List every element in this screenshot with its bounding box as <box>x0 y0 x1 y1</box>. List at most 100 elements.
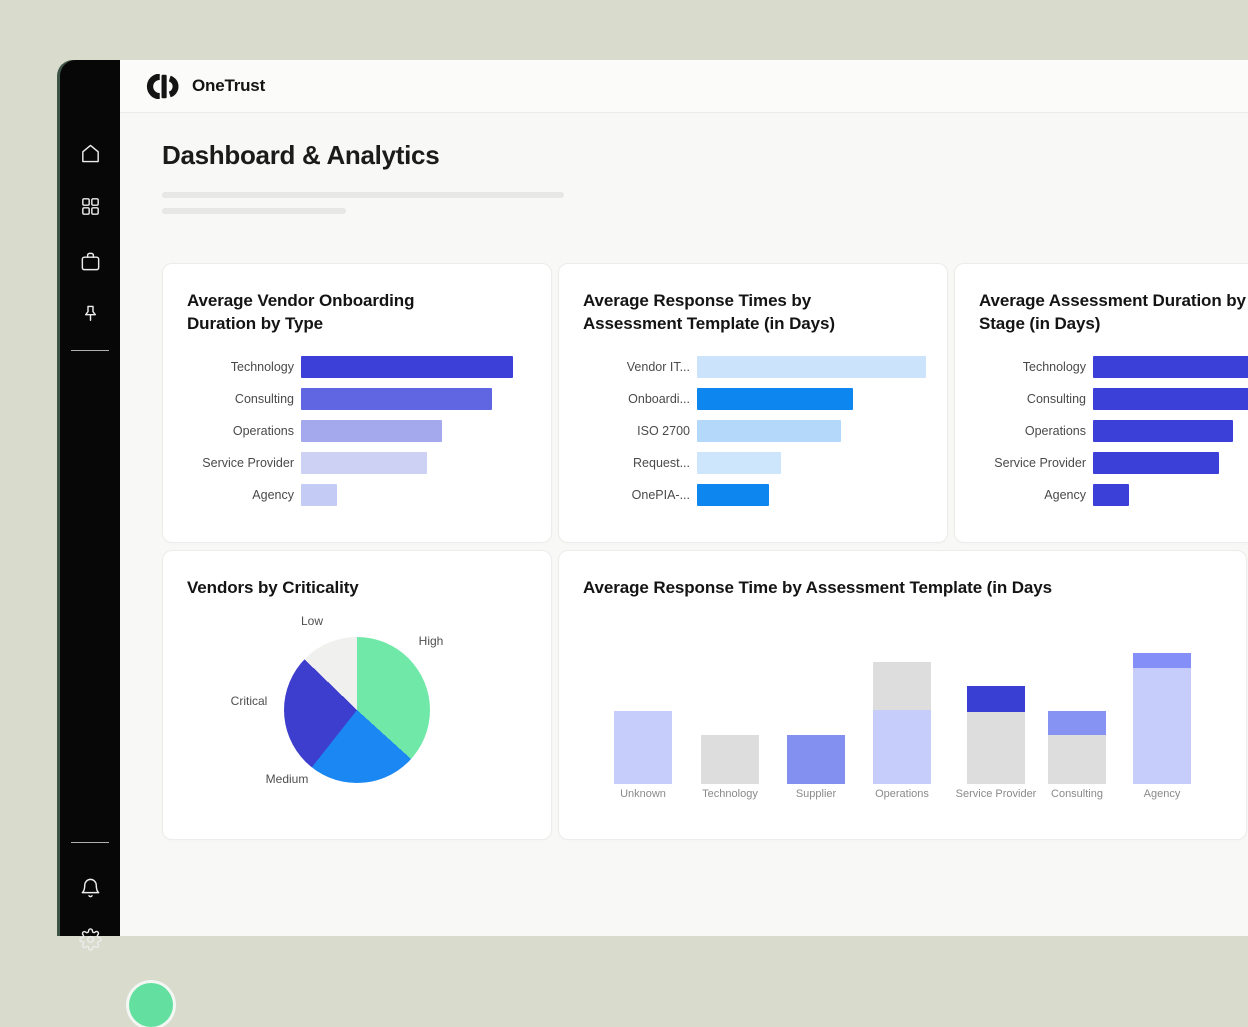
chart-card-vendor-onboarding: Average Vendor Onboarding Duration by Ty… <box>162 263 552 543</box>
bar-row: Operations <box>979 420 1248 442</box>
bar <box>301 356 513 378</box>
stacked-bar <box>1048 711 1106 784</box>
skeleton-line <box>162 192 564 198</box>
bell-icon <box>81 878 99 897</box>
bar-row: Technology <box>187 356 551 378</box>
bar <box>1093 484 1129 506</box>
bar-row: ISO 2700 <box>583 420 947 442</box>
chart-card-response-times: Average Response Times by Assessment Tem… <box>558 263 948 543</box>
hbar-chart-response-times: Vendor IT... Onboardi... ISO 2700 Request..… <box>583 356 947 516</box>
stacked-bar <box>701 735 759 784</box>
bar-label: Operations <box>232 424 294 438</box>
bar <box>1093 420 1233 442</box>
app-header: OneTrust <box>120 60 1248 113</box>
pin-icon <box>84 305 96 321</box>
stacked-bar-label: Technology <box>702 788 758 800</box>
bar <box>697 388 853 410</box>
onetrust-logo[interactable]: OneTrust <box>145 73 266 99</box>
bar <box>301 484 337 506</box>
pie-slice-label: Low <box>300 614 324 628</box>
stacked-bar-segment <box>1048 735 1106 784</box>
bar-label: Agency <box>1044 488 1086 502</box>
stacked-bar-label: Service Provider <box>955 788 1037 800</box>
stacked-bar <box>787 735 845 784</box>
stacked-bar-segment <box>967 686 1025 712</box>
stacked-bar <box>614 711 672 784</box>
bar-label: Consulting <box>234 392 294 406</box>
bar <box>697 452 781 474</box>
chart-title: Average Assessment Duration by Stage (in… <box>979 291 1246 333</box>
user-avatar[interactable] <box>129 983 173 1027</box>
bar-row: Onboardi... <box>583 388 947 410</box>
bar-label: Onboardi... <box>628 392 690 406</box>
stacked-bar-segment <box>614 711 672 784</box>
bar-label: Consulting <box>1026 392 1086 406</box>
stacked-bar-label: Unknown <box>620 788 666 800</box>
bar-label: Service Provider <box>994 456 1086 470</box>
bar <box>1093 452 1219 474</box>
bar <box>1093 388 1248 410</box>
bar-label: Technology <box>1022 360 1086 374</box>
stacked-bar-label: Agency <box>1143 788 1181 800</box>
chart-title: Vendors by Criticality <box>187 578 359 597</box>
bar-label: OnePIA-... <box>631 488 690 502</box>
chart-title: Average Vendor Onboarding Duration by Ty… <box>187 291 415 333</box>
sidebar <box>60 60 173 1027</box>
chart-card-vendors-by-criticality: Vendors by Criticality Low High Medium Crit… <box>162 550 552 840</box>
stacked-bar <box>967 686 1025 784</box>
bar <box>697 484 769 506</box>
pie-chart-criticality <box>284 637 430 783</box>
bar-row: Service Provider <box>187 452 551 474</box>
bar-row: Agency <box>187 484 551 506</box>
chart-card-assessment-duration: Average Assessment Duration by Stage (in… <box>954 263 1248 543</box>
sidebar-item-settings[interactable] <box>70 919 110 959</box>
bar <box>301 452 427 474</box>
chart-title: Average Response Times by Assessment Tem… <box>583 291 835 333</box>
bar-label: Technology <box>230 360 294 374</box>
bar <box>697 420 841 442</box>
sidebar-item-workspace[interactable] <box>70 241 110 281</box>
stacked-bar <box>873 662 931 784</box>
stacked-bar-segment <box>1133 653 1191 668</box>
briefcase-icon <box>81 252 99 270</box>
chart-card-response-time-stacked: Average Response Time by Assessment Temp… <box>558 550 1247 840</box>
bar <box>301 420 442 442</box>
stacked-bar-segment <box>873 710 931 784</box>
bar-label: ISO 2700 <box>637 424 690 438</box>
bar-row: Agency <box>979 484 1248 506</box>
pie-slice-label: Medium <box>265 772 309 786</box>
bar-row: Operations <box>187 420 551 442</box>
stacked-bar-chart: Unknown Technology Supplier Operations Servi… <box>559 551 1246 839</box>
logo-text: OneTrust <box>192 76 266 95</box>
page-title: Dashboard & Analytics <box>162 140 440 170</box>
home-icon <box>81 144 99 162</box>
sidebar-divider <box>71 350 109 351</box>
hbar-chart-vendor-onboarding: Technology Consulting Operations Service Pr… <box>187 356 551 516</box>
stacked-bar-label: Supplier <box>795 788 837 800</box>
bar-row: Vendor IT... <box>583 356 947 378</box>
bar <box>1093 356 1248 378</box>
stacked-bar-segment <box>1133 668 1191 784</box>
bar-row: Consulting <box>979 388 1248 410</box>
stacked-bar-label: Consulting <box>1051 788 1103 800</box>
gear-icon <box>78 927 102 951</box>
stacked-bar <box>1133 653 1191 784</box>
chart-title: Average Response Time by Assessment Temp… <box>583 578 1052 597</box>
sidebar-item-pinned[interactable] <box>70 294 110 334</box>
bar-label: Operations <box>1024 424 1086 438</box>
bar-row: Consulting <box>187 388 551 410</box>
bar <box>301 388 492 410</box>
hbar-chart-assessment-duration: Technology Consulting Operations Service Pr… <box>979 356 1248 516</box>
sidebar-item-apps[interactable] <box>70 186 110 226</box>
sidebar-item-notifications[interactable] <box>70 868 110 908</box>
stacked-bar-segment <box>787 735 845 784</box>
sidebar-divider <box>71 842 109 843</box>
stacked-bar-segment <box>873 662 931 710</box>
stacked-bar-segment <box>701 735 759 784</box>
stacked-bar-label: Operations <box>875 788 929 800</box>
bar-row: Service Provider <box>979 452 1248 474</box>
bar-row: OnePIA-... <box>583 484 947 506</box>
sidebar-item-home[interactable] <box>70 133 110 173</box>
bar-row: Request... <box>583 452 947 474</box>
skeleton-line <box>162 208 346 214</box>
